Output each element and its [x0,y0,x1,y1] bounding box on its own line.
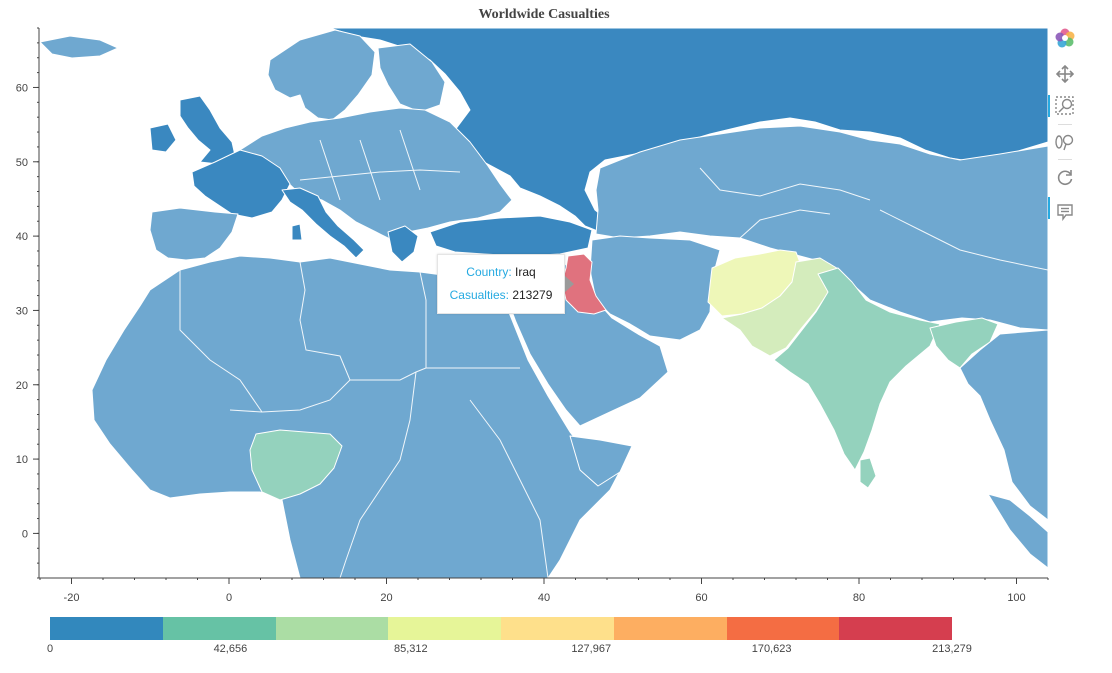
hover-active-indicator [1048,197,1050,219]
region-sumatra[interactable] [987,493,1048,569]
x-tick-label: 100 [1007,592,1025,604]
colorbar-segment [839,617,952,640]
y-tick-label: 40 [16,231,28,243]
region-france[interactable] [191,149,291,219]
toolbar-divider [1058,159,1072,160]
region-nigeria[interactable] [249,429,343,501]
colorbar-segment [613,617,727,640]
colorbar-tick-label: 0 [47,643,54,655]
region-russia[interactable] [329,28,1048,233]
y-tick-label: 60 [16,82,28,94]
colorbar-tick-label: 42,656 [213,643,248,655]
tooltip-country-value: Iraq [515,265,536,279]
colorbar-segment [275,617,389,640]
tooltip-arrow [565,276,574,292]
region-sardinia[interactable] [291,223,303,241]
colorbar-segment [388,617,501,640]
x-tick-label: 80 [853,592,865,604]
colorbar-segment [162,617,276,640]
pan-icon[interactable] [1054,63,1076,85]
region-sri-lanka[interactable] [859,457,877,489]
toolbar-divider [1058,124,1072,125]
colorbar-segment [726,617,840,640]
x-tick-label: 0 [226,592,232,604]
y-tick-label: 30 [16,305,28,317]
y-tick-label: 0 [22,528,28,540]
colorbar-tick-label: 127,967 [571,643,612,655]
region-greece[interactable] [387,225,419,263]
colorbar-segment [501,617,614,640]
box-zoom-icon[interactable] [1054,95,1076,117]
region-iberia[interactable] [149,207,239,261]
y-tick-label: 20 [16,380,28,392]
colorbar-segment [50,617,163,640]
region-uk[interactable] [179,95,237,165]
reset-icon[interactable] [1054,166,1076,188]
hover-icon[interactable] [1054,201,1076,223]
wheel-zoom-icon[interactable] [1054,131,1076,153]
tooltip-casualties-value: 213279 [512,288,553,302]
bokeh-logo-icon[interactable] [1054,27,1076,49]
region-bangladesh[interactable] [929,317,999,369]
axes: -20 0 20 40 60 80 100 0 10 20 30 40 50 60 [16,27,1049,604]
chart-title: Worldwide Casualties [478,7,610,22]
tooltip-country-key: Country: [466,265,512,279]
region-horn[interactable] [569,435,633,487]
x-tick-label: 20 [380,592,392,604]
x-tick-label: 40 [538,592,550,604]
border-lines [179,129,1048,578]
box-zoom-active-indicator [1048,95,1050,117]
colorbar [50,617,952,640]
region-finland[interactable] [377,43,446,113]
region-turkey[interactable] [429,215,593,257]
region-ireland[interactable] [149,123,177,153]
colorbar-tick-label: 170,623 [751,643,792,655]
region-europe[interactable] [239,107,513,241]
y-tick-label: 50 [16,157,28,169]
region-central-asia[interactable] [595,125,1048,331]
colorbar-tick-label: 85,312 [393,643,428,655]
region-india[interactable] [773,267,941,471]
region-se-asia[interactable] [959,329,1048,521]
x-tick-label: -20 [64,592,80,604]
region-scandinavia[interactable] [267,29,376,121]
region-iceland[interactable] [40,35,119,59]
y-tick-label: 10 [16,454,28,466]
region-italy[interactable] [281,187,365,259]
tooltip-casualties-key: Casualties: [449,288,509,302]
colorbar-tick-label: 213,279 [932,643,972,655]
x-tick-label: 60 [695,592,707,604]
hover-tooltip: Country: Iraq Casualties: 213279 [437,254,565,314]
